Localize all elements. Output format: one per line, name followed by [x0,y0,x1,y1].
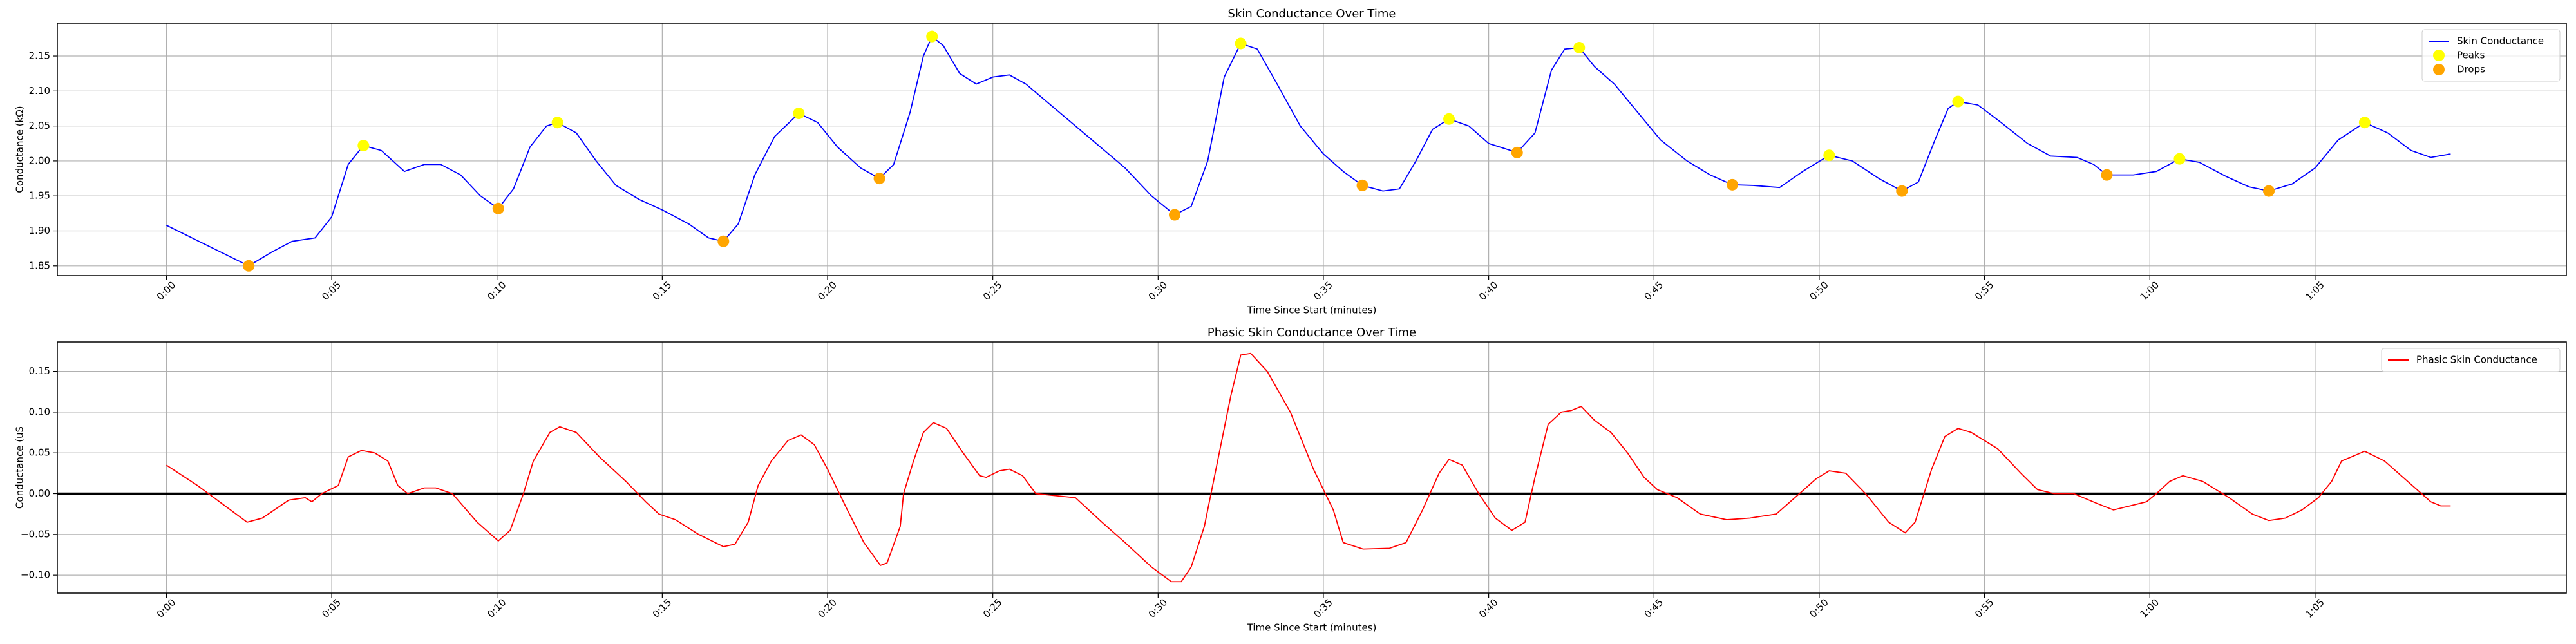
x-axis-label: Time Since Start (minutes) [1247,305,1377,316]
data-line [166,35,2451,267]
data-point [1235,37,1247,50]
data-point [873,173,886,185]
y-tick-label: 1.90 [29,225,50,236]
x-tick-label: 0:45 [1642,596,1666,620]
x-tick-label: 0:45 [1642,279,1666,303]
x-tick-label: 0:35 [1311,279,1335,303]
x-tick-label: 0:15 [650,279,674,303]
legend-box [2381,348,2561,372]
data-point [492,202,504,214]
x-tick-label: 0:20 [815,279,839,303]
y-tick-label: 0.05 [29,447,50,459]
x-tick-label: 0:40 [1477,596,1501,620]
x-tick-label: 0:35 [1311,596,1335,620]
y-axis-label: Conductance (kΩ) [14,106,26,193]
legend-label: Drops [2457,64,2485,75]
data-point [2358,117,2371,129]
data-point [1511,146,1523,158]
y-tick-label: 1.85 [29,260,50,271]
legend-label: Peaks [2457,50,2485,61]
legend-swatch [2433,50,2445,61]
data-point [1952,95,1964,108]
data-point [357,140,370,152]
x-tick-label: 0:50 [1807,279,1831,303]
x-tick-label: 0:40 [1477,279,1501,303]
data-line [166,352,2451,583]
x-tick-label: 1:00 [2138,279,2162,303]
x-tick-label: 0:05 [319,596,343,620]
x-tick-label: 0:10 [485,279,509,303]
data-point [926,30,938,43]
x-tick-label: 0:00 [155,596,178,620]
x-tick-label: 1:05 [2303,279,2327,303]
data-point [793,108,805,120]
data-point [1356,179,1368,191]
y-axis-label: Conductance (uS [14,426,26,509]
data-point [717,235,730,247]
subplot: Phasic Skin Conductance Over Time Time Si… [14,326,2567,634]
legend-label: Phasic Skin Conductance [2416,354,2537,366]
x-tick-label: 0:55 [1973,596,1996,620]
legend: Phasic Skin Conductance [2381,348,2561,372]
x-tick-label: 0:10 [485,596,509,620]
y-tick-label: 2.05 [29,120,50,131]
x-tick-label: 0:05 [319,279,343,303]
y-tick-label: 2.00 [29,155,50,166]
y-tick-label: 1.95 [29,190,50,202]
axes-frame [57,341,2567,594]
data-point [1823,149,1835,162]
y-tick-label: −0.05 [21,528,50,540]
x-tick-label: 0:25 [981,596,1005,620]
x-tick-label: 0:55 [1973,279,1996,303]
chart-title: Skin Conductance Over Time [1228,7,1396,21]
x-tick-label: 0:20 [815,596,839,620]
x-tick-label: 0:50 [1807,596,1831,620]
x-tick-label: 0:15 [650,596,674,620]
data-point [1896,185,1908,197]
data-point [2174,153,2186,165]
legend-swatch [2433,64,2445,75]
x-tick-label: 1:05 [2303,596,2327,620]
legend-label: Skin Conductance [2457,35,2544,47]
data-point [243,260,255,272]
y-tick-label: 2.15 [29,50,50,62]
x-tick-label: 0:00 [155,279,178,303]
x-axis-label: Time Since Start (minutes) [1247,622,1377,634]
x-tick-label: 0:30 [1146,596,1170,620]
legend-box [2421,29,2561,82]
y-tick-label: 2.10 [29,85,50,97]
x-tick-label: 1:00 [2138,596,2162,620]
chart-title: Phasic Skin Conductance Over Time [1208,326,1416,339]
data-point [1443,113,1455,125]
y-tick-label: 0.00 [29,488,50,499]
axes-frame [57,23,2567,276]
data-point [2263,185,2275,197]
y-tick-label: 0.10 [29,406,50,417]
subplot: Skin Conductance Over Time Time Since Sta… [14,7,2567,316]
data-point [1168,209,1180,221]
y-tick-label: −0.10 [21,569,50,581]
x-tick-label: 0:30 [1146,279,1170,303]
legend: Skin Conductance Peaks Drops [2421,29,2561,82]
y-tick-label: 0.15 [29,365,50,377]
data-point [2101,169,2113,181]
x-tick-label: 0:25 [981,279,1005,303]
data-point [551,117,564,129]
data-point [1573,42,1586,54]
data-point [1726,178,1738,191]
